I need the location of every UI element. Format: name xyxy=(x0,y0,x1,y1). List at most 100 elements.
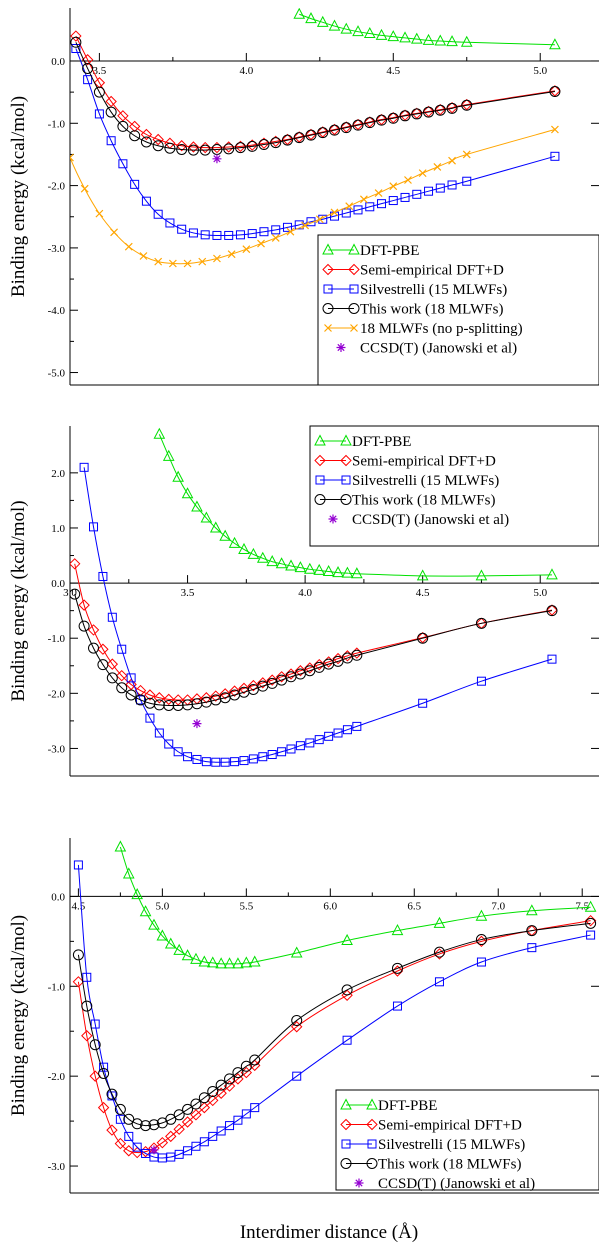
data-point xyxy=(411,107,423,120)
y-axis-title: Binding energy (kcal/mol) xyxy=(8,96,29,297)
y-tick-label: 2.0 xyxy=(51,468,65,480)
data-point xyxy=(98,1067,110,1079)
data-point xyxy=(227,250,236,259)
y-axis-title: Binding energy (kcal/mol) xyxy=(8,500,29,701)
data-point xyxy=(97,659,109,671)
data-point xyxy=(546,604,558,616)
data-point xyxy=(199,1137,209,1147)
y-tick-label: -4.0 xyxy=(48,305,66,317)
data-point xyxy=(78,620,90,632)
data-point xyxy=(294,220,304,230)
data-point xyxy=(182,1103,194,1115)
data-point xyxy=(148,1119,160,1131)
data-point xyxy=(586,930,596,940)
legend-marker xyxy=(336,343,346,352)
data-point xyxy=(546,568,558,580)
data-point xyxy=(208,1131,218,1141)
data-point xyxy=(173,1109,185,1121)
y-axis-title: Binding energy (kcal/mol) xyxy=(8,915,29,1116)
legend: DFT-PBE Semi-empirical DFT+D Silvestrelli … xyxy=(317,234,599,386)
legend-label: Semi-empirical DFT+D xyxy=(360,263,504,279)
data-point xyxy=(246,140,258,152)
data-point xyxy=(291,1014,303,1026)
data-point xyxy=(248,955,261,967)
data-point xyxy=(584,900,597,912)
data-point xyxy=(241,1109,251,1119)
data-point xyxy=(256,551,269,563)
series-this-work-18-mlwfs xyxy=(72,917,597,1132)
data-point xyxy=(285,559,297,571)
data-point xyxy=(376,114,388,126)
legend-item: 18 MLWFs (no p-splitting) xyxy=(324,321,523,337)
x-tick-label: 7.5 xyxy=(575,900,589,912)
data-point xyxy=(78,599,90,611)
legend-label: Silvestrelli (15 MLWFs) xyxy=(352,473,499,489)
data-point xyxy=(224,1073,236,1085)
legend-label: Semi-empirical DFT+D xyxy=(378,1118,522,1134)
data-point xyxy=(286,744,296,754)
data-point xyxy=(107,612,117,622)
y-tick-label: -1.0 xyxy=(48,981,66,993)
data-point xyxy=(258,752,268,762)
series-silvestrelli-15-mlwfs xyxy=(73,860,596,1163)
data-point xyxy=(330,208,339,217)
legend-item: Silvestrelli (15 MLWFs) xyxy=(323,282,507,298)
data-point xyxy=(257,677,269,689)
data-point xyxy=(116,669,128,682)
data-point xyxy=(374,189,383,197)
series-dft-pbe xyxy=(114,840,597,969)
legend-marker xyxy=(340,454,352,467)
data-point xyxy=(271,225,281,235)
data-point xyxy=(411,108,423,120)
data-point xyxy=(399,31,411,43)
data-point xyxy=(106,658,119,670)
series-line xyxy=(75,42,555,151)
data-point xyxy=(153,209,163,219)
data-point xyxy=(131,888,144,900)
x-tick-label: 6.0 xyxy=(323,900,337,912)
data-point xyxy=(317,126,329,138)
data-point xyxy=(351,567,363,579)
data-point xyxy=(292,1071,302,1081)
data-point xyxy=(177,224,187,234)
data-point xyxy=(332,652,344,665)
data-point xyxy=(476,957,486,967)
legend-item: Semi-empirical DFT+D xyxy=(314,454,496,470)
data-point xyxy=(99,1062,109,1072)
legend-marker xyxy=(340,1098,352,1110)
data-point xyxy=(250,1103,260,1113)
legend-marker xyxy=(324,324,332,332)
data-point xyxy=(192,719,202,729)
data-point xyxy=(238,542,250,554)
data-point xyxy=(549,85,561,97)
data-point xyxy=(293,8,306,19)
data-point xyxy=(80,184,89,193)
data-point xyxy=(114,840,127,852)
legend-label: DFT-PBE xyxy=(360,243,419,259)
data-point xyxy=(364,117,376,129)
data-point xyxy=(247,547,260,559)
data-point xyxy=(550,151,560,161)
data-point xyxy=(377,199,387,209)
legend-marker xyxy=(340,1118,352,1131)
data-point xyxy=(315,215,324,224)
data-point xyxy=(105,95,117,108)
data-point xyxy=(238,682,250,695)
data-point xyxy=(546,605,558,617)
data-point xyxy=(417,632,429,644)
data-point xyxy=(131,1118,143,1130)
y-tick-label: -1.0 xyxy=(48,633,66,645)
panel-bottom: 4.5 5.0 5.5 6.0 6.5 7.0 7.5 0.0 -1.0 -2.0 -3.0 Bind… xyxy=(8,838,599,1194)
data-point xyxy=(476,676,486,686)
data-point xyxy=(117,644,127,654)
data-point xyxy=(81,1030,93,1042)
series-line xyxy=(74,593,553,707)
data-point xyxy=(70,153,74,162)
data-point xyxy=(140,1120,152,1132)
data-point xyxy=(105,106,117,118)
legend-marker xyxy=(340,494,352,505)
data-point xyxy=(89,522,99,532)
data-point xyxy=(107,1091,117,1101)
legend-item: DFT-PBE xyxy=(314,434,411,450)
legend-item: Silvestrelli (15 MLWFs) xyxy=(341,1137,525,1153)
